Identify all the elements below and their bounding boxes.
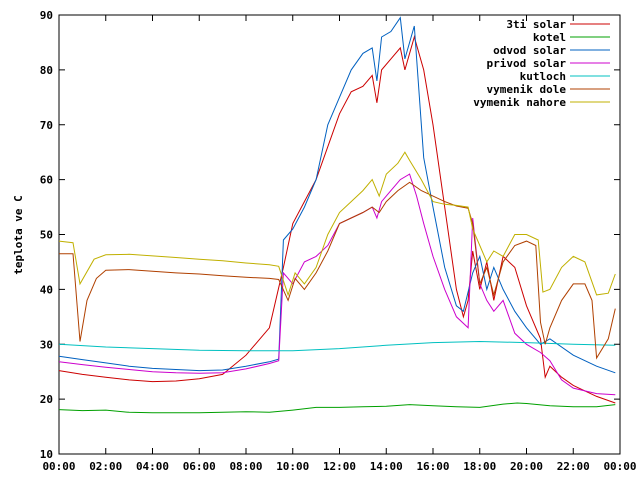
y-tick-label: 50: [40, 229, 53, 242]
legend-label-3ti-solar: 3ti solar: [506, 18, 566, 31]
x-tick-label: 00:00: [603, 460, 636, 473]
x-tick-label: 06:00: [183, 460, 216, 473]
legend-label-kutloch: kutloch: [520, 70, 566, 83]
x-tick-label: 08:00: [229, 460, 262, 473]
y-tick-label: 40: [40, 283, 53, 296]
series-line-odvod-solar: [58, 16, 616, 374]
x-tick-label: 16:00: [416, 460, 449, 473]
legend-label-vymenik-nahore: vymenik nahore: [473, 96, 566, 109]
x-tick-label: 18:00: [463, 460, 496, 473]
y-tick-label: 90: [40, 9, 53, 22]
series-lines: [58, 16, 616, 414]
series-line-vymenik-dole: [59, 181, 616, 360]
legend-label-privod-solar: privod solar: [487, 57, 567, 70]
x-tick-label: 00:00: [42, 460, 75, 473]
series-line-kotel: [58, 402, 616, 414]
axes: 10 20 30 40 50 60 70 80 90 00:00 02:00 04:00 06:00 08…: [40, 9, 637, 473]
y-tick-label: 20: [40, 393, 53, 406]
x-tick-label: 22:00: [557, 460, 590, 473]
legend-label-odvod-solar: odvod solar: [493, 44, 566, 57]
x-tick-label: 04:00: [136, 460, 169, 473]
y-axis-label: teplota ve C: [12, 195, 25, 274]
y-tick-label: 60: [40, 174, 53, 187]
x-tick-label: 12:00: [323, 460, 356, 473]
legend-label-kotel: kotel: [533, 31, 566, 44]
y-tick-label: 30: [40, 338, 53, 351]
series-line-3ti-solar: [58, 35, 616, 404]
x-tick-label: 14:00: [370, 460, 403, 473]
legend-label-vymenik-dole: vymenik dole: [487, 83, 567, 96]
series-line-privod-solar: [58, 173, 616, 396]
series-line-vymenik-nahore: [58, 151, 616, 297]
x-tick-label: 20:00: [510, 460, 543, 473]
x-tick-label: 02:00: [89, 460, 122, 473]
x-tick-label: 10:00: [276, 460, 309, 473]
y-tick-label: 70: [40, 119, 53, 132]
y-tick-label: 80: [40, 64, 53, 77]
y-tick-label: 10: [40, 448, 53, 461]
series-line-kutloch: [58, 340, 616, 352]
